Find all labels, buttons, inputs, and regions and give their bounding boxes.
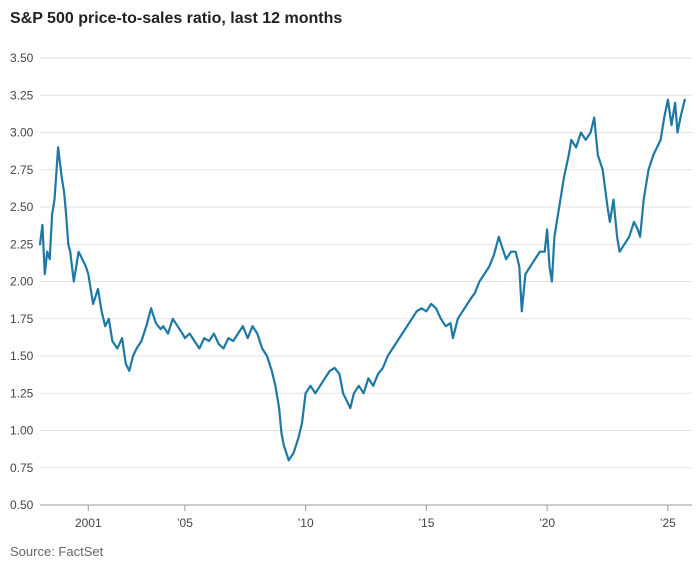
y-tick-label: 3.00 — [10, 126, 34, 140]
x-tick-label: 2001 — [75, 516, 102, 530]
y-tick-label: 0.50 — [10, 498, 34, 512]
x-tick-label: ’20 — [539, 516, 555, 530]
x-tick-label: ’25 — [660, 516, 676, 530]
grid-layer — [40, 57, 692, 469]
chart-title: S&P 500 price-to-sales ratio, last 12 mo… — [10, 10, 343, 27]
y-tick-label: 1.00 — [10, 424, 34, 438]
y-tick-label: 1.50 — [10, 349, 34, 363]
y-axis: 3.50 3.25 3.00 2.75 2.50 2.25 2.00 1.75 1.50 1.25… — [10, 51, 34, 512]
y-tick-label: 1.75 — [10, 312, 34, 326]
x-tick-label: ’10 — [298, 516, 314, 530]
y-tick-label: 3.25 — [10, 88, 34, 102]
y-tick-label: 2.50 — [10, 200, 34, 214]
x-tick-label: ’15 — [418, 516, 434, 530]
source-note: Source: FactSet — [10, 544, 104, 559]
y-tick-label: 0.75 — [10, 461, 34, 475]
x-tick-label: ’05 — [177, 516, 193, 530]
y-tick-label: 1.25 — [10, 386, 34, 400]
y-tick-label: 3.50 — [10, 51, 34, 65]
series-layer — [38, 98, 686, 462]
series-line — [38, 98, 686, 462]
x-axis: 2001 ’05 ’10 ’15 ’20 ’25 — [40, 504, 692, 530]
y-tick-label: 2.00 — [10, 275, 34, 289]
y-tick-label: 2.25 — [10, 237, 34, 251]
y-tick-label: 2.75 — [10, 163, 34, 177]
